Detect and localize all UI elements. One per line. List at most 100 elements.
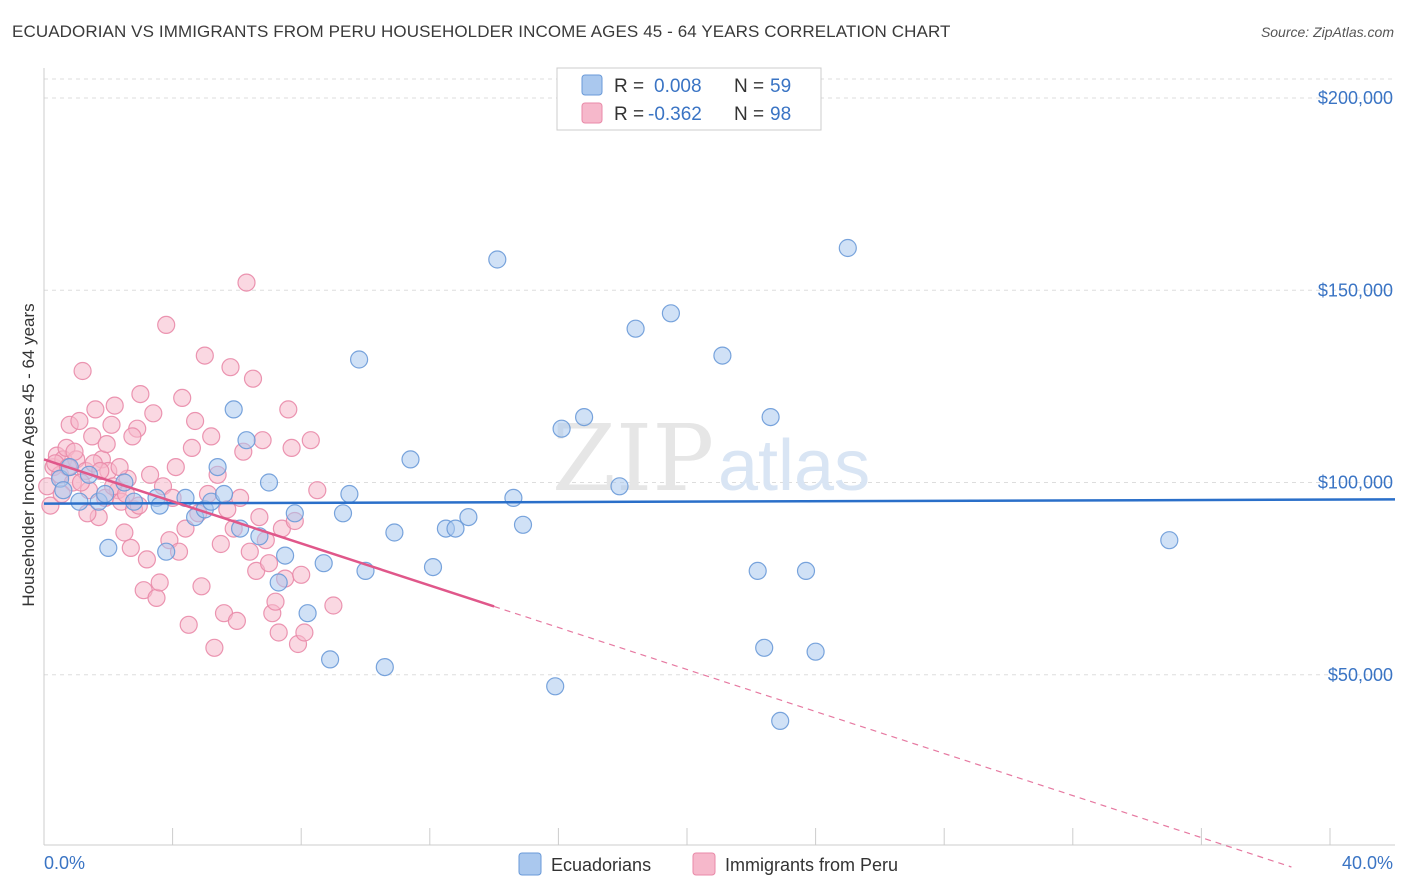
y-tick-label: $150,000 [1318,280,1393,300]
source-label: Source: ZipAtlas.com [1260,24,1394,40]
peru-point [141,465,160,484]
ecuadorians-point [713,346,732,365]
ecuadorians-point [95,484,115,504]
peru-point [202,427,221,446]
ecuadorians-point [208,458,227,477]
legend-n-label: N = [734,104,764,125]
ecuadorians-point [298,604,317,623]
y-tick-label: $100,000 [1318,473,1393,493]
data-points [38,238,1179,731]
ecuadorians-point [99,538,118,558]
peru-point [86,400,105,419]
ecuadorians-point [224,400,243,419]
ecuadorians-point [259,473,279,492]
ecuadorians-point [513,515,533,534]
x-tick-labels: 0.0% 40.0% [44,853,1393,873]
peru-point [70,411,89,431]
peru-point [182,438,201,457]
legend-n-label: N = [734,76,764,97]
peru-point [292,565,311,584]
peru-point [240,542,259,561]
ecuadorians-point [748,561,767,581]
legend-r-label: R = [614,104,644,125]
peru-point [308,481,327,500]
peru-point [73,361,92,381]
legend-r-label: R = [614,76,644,97]
peru-point [131,385,150,404]
bottom-legend-label-ecuadorians: Ecuadorians [551,855,651,875]
axes [43,68,1395,846]
peru-point [121,538,140,558]
peru-point [110,458,129,477]
peru-point [266,592,285,611]
peru-point [205,638,224,657]
bottom-legend-swatch-peru [692,852,716,876]
legend-n-value: 98 [770,104,791,125]
legend-r-value: -0.362 [648,104,702,125]
ecuadorians-point [546,677,565,696]
ecuadorians-point [401,450,420,469]
y-axis-label: Householder Income Ages 45 - 64 years [19,303,38,606]
ecuadorians-point [214,484,234,504]
peru-point [115,523,134,542]
bottom-legend-label-peru: Immigrants from Peru [725,855,898,875]
ecuadorians-trend-line [43,498,1396,505]
legend-n-value: 59 [770,76,791,97]
peru-point [166,458,185,477]
peru-point [157,315,176,334]
ecuadorians-point [314,554,333,573]
peru-point [237,273,256,292]
peru-point [269,623,288,642]
ecuadorians-point [70,492,89,511]
bottom-legend: Ecuadorians Immigrants from Peru [518,852,898,876]
ecuadorians-point [237,431,256,450]
ecuadorians-point [504,488,523,507]
watermark: ZIP atlas [552,405,870,512]
bottom-legend-swatch-ecuadorians [518,852,542,876]
peru-point [279,400,298,419]
peru-point [250,507,269,527]
legend-box: R = 0.008 N = 59 R = -0.362 N = 98 [556,67,822,131]
peru-point [211,534,230,554]
peru-point [105,396,124,415]
trend-lines [43,458,1396,868]
ecuadorians-point [459,507,478,527]
y-tick-label: $50,000 [1328,665,1393,685]
ecuadorians-point [446,519,465,538]
legend-r-value: 0.008 [654,76,702,97]
ecuadorians-point [276,546,295,565]
peru-point [123,427,142,446]
x-tick-label: 40.0% [1342,853,1393,873]
ecuadorians-point [124,492,144,511]
x-tick-label: 0.0% [44,853,85,873]
peru-point [295,623,314,642]
y-tick-label: $200,000 [1318,88,1393,108]
peru-point [83,427,102,446]
ecuadorians-point [285,504,304,523]
ecuadorians-point [423,557,443,577]
ecuadorians-point [350,350,369,369]
ecuadorians-point [488,250,507,269]
chart-title: ECUADORIAN VS IMMIGRANTS FROM PERU HOUSE… [12,22,951,41]
peru-point [243,369,263,388]
ecuadorians-point [661,304,681,323]
ecuadorians-point [321,650,340,669]
peru-point [102,415,121,434]
peru-trend-line-dashed [493,605,1292,868]
peru-point [253,431,272,450]
peru-point [147,588,166,608]
peru-point [41,496,60,515]
peru-point [195,346,214,365]
peru-point [227,611,246,631]
ecuadorians-point [806,642,825,661]
peru-point [150,573,169,592]
peru-point [65,442,84,461]
peru-point [259,554,279,573]
ecuadorians-point [796,561,816,581]
ecuadorians-point [761,408,780,427]
ecuadorians-point [54,481,73,500]
ecuadorians-point [385,523,404,542]
peru-point [137,550,156,569]
peru-point [301,431,320,450]
